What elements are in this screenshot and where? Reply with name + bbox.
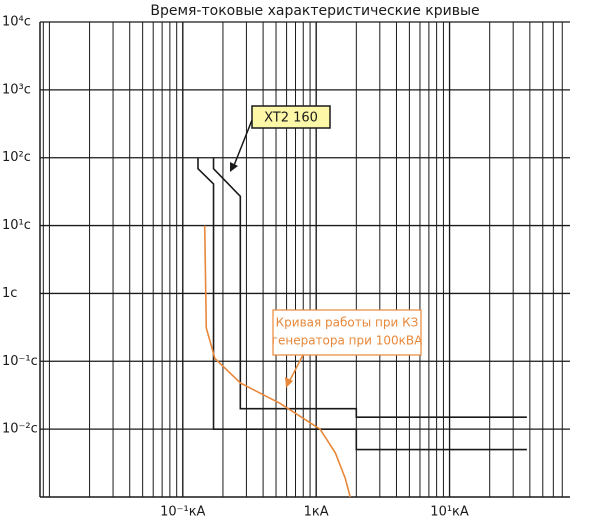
annotation-box (251, 105, 331, 129)
annotation-text: Кривая работы при КЗ (276, 316, 419, 330)
series-line (212, 157, 527, 418)
x-tick-label: 1кА (304, 505, 329, 520)
y-tick-label: 10⁴с (2, 15, 31, 30)
annotation-text: генератора при 100кВА (272, 334, 423, 348)
annotation-box (272, 309, 422, 356)
series-line (203, 225, 351, 498)
x-tick-label: 10⁻¹кА (160, 505, 205, 520)
y-tick-label: 10⁻²с (2, 422, 38, 437)
x-tick-label: 10¹кА (430, 505, 469, 520)
arrow (232, 119, 253, 169)
annotation-generator: Кривая работы при КЗ генератора при 100к… (272, 309, 423, 388)
y-tick-label: 10³с (2, 82, 31, 97)
annotation-xt2: XT2 160 (230, 105, 331, 172)
y-tick-label: 10¹с (2, 218, 31, 233)
annotation-text: XT2 160 (264, 111, 318, 126)
series-line (197, 157, 527, 451)
y-tick-label: 10²с (2, 150, 31, 165)
chart-title: Время-токовые характеристические кривые (150, 3, 479, 19)
y-tick-label: 1с (2, 286, 17, 301)
arrow-head (230, 162, 238, 172)
arrow (288, 354, 304, 383)
arrow-head (285, 377, 293, 388)
lines (197, 157, 527, 498)
y-tick-label: 10⁻¹с (2, 354, 38, 369)
